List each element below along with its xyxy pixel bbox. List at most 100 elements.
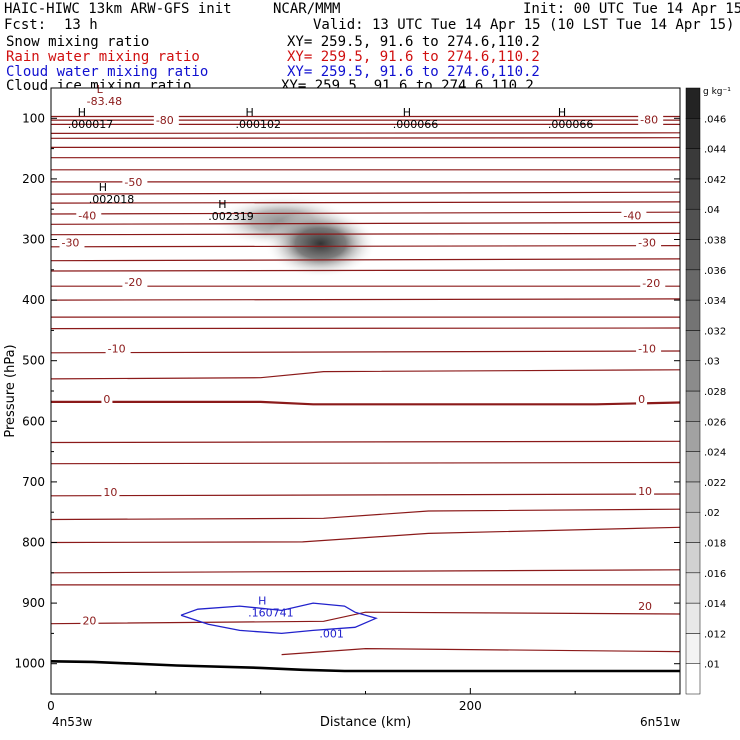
colorbar-swatch (685, 663, 701, 695)
y-tick-label: 900 (22, 596, 45, 610)
cloud-water-contour: .001 (180, 602, 378, 641)
extremum-value: .000066 (393, 118, 439, 131)
extremum-marker: H (99, 181, 107, 194)
contour-label-bg (636, 236, 662, 249)
colorbar-label: .04 (704, 205, 720, 216)
colorbar-label: .014 (704, 599, 726, 610)
contour-label-bg (640, 277, 666, 290)
isotherm-line (51, 137, 680, 139)
colorbar-swatch (685, 390, 701, 422)
field-name-cloud-water: Cloud water mixing ratio (6, 64, 209, 80)
contour-label-bg (122, 175, 148, 188)
field-xy-snow: XY= 259.5, 91.6 to 274.6,110.2 (287, 34, 540, 50)
isotherm-line (51, 258, 680, 262)
extremum-marker: H (558, 106, 566, 119)
extremum-marker: H (218, 198, 226, 211)
colorbar-label: .03 (704, 357, 720, 368)
chart-title: HAIC-HIWC 13km ARW-GFS init (4, 1, 232, 17)
colorbar-label: .018 (704, 539, 726, 550)
colorbar-swatch (685, 602, 701, 634)
contour-label: 0 (638, 393, 645, 406)
plot-background (51, 88, 680, 694)
extremum-value: .160741 (248, 606, 294, 619)
colorbar-label: .038 (704, 236, 726, 247)
contour-label: -50 (124, 176, 142, 189)
colorbar-label: .01 (704, 660, 720, 671)
contour-label: -80 (640, 114, 658, 127)
contour-label: 10 (103, 486, 117, 499)
left-endpoint-label: 4n53w (52, 715, 93, 729)
y-tick-label: 200 (22, 172, 45, 186)
isotherm-line (51, 269, 680, 272)
x-tick-label: 0 (47, 699, 55, 713)
colorbar-swatch (685, 148, 701, 180)
field-name-rain: Rain water mixing ratio (6, 49, 200, 65)
isotherm-line (51, 201, 680, 204)
contour-label-bg (105, 342, 131, 355)
colorbar-swatch (685, 633, 701, 664)
y-tick-label: 600 (22, 414, 45, 428)
colorbar-label: .022 (704, 478, 726, 489)
forecast-value: 13 h (64, 17, 98, 33)
org-label: NCAR/MMM (273, 1, 341, 17)
isotherm-line (51, 526, 680, 544)
contour-label: 0 (103, 393, 110, 406)
colorbar-swatch (685, 208, 701, 240)
colorbar-label: .012 (704, 629, 726, 640)
x-tick-label: 200 (459, 699, 482, 713)
right-endpoint-label: 6n51w (640, 715, 681, 729)
colorbar-swatch (685, 87, 701, 119)
extremum-marker: H (403, 106, 411, 119)
isotherm-line (51, 508, 680, 521)
temperature-contours (51, 115, 680, 656)
y-axis-label: Pressure (hPa) (3, 344, 18, 437)
isotherm-line (51, 611, 680, 625)
contour-label-bg (638, 113, 664, 126)
colorbar-swatch (685, 421, 701, 452)
extremum-marker: H (246, 106, 254, 119)
extremum-value: .000017 (68, 118, 114, 131)
cloud-water-contour-line (180, 602, 378, 635)
y-tick-label: 300 (22, 233, 45, 247)
field-xy-rain: XY= 259.5, 91.6 to 274.6,110.2 (287, 49, 540, 65)
extremum-value: .002319 (208, 210, 254, 223)
colorbar-label: .028 (704, 387, 726, 398)
contour-label-bg (80, 614, 99, 627)
extremum-value: .000102 (236, 118, 281, 131)
colorbar-label: .034 (704, 296, 726, 307)
contour-label: -40 (78, 209, 96, 222)
y-tick-label: 800 (22, 536, 45, 550)
extrema-labels: L-83.48H.000017H.000102H.000066H.000066H… (68, 83, 594, 619)
isotherm-line (51, 132, 680, 134)
isotherm-line (51, 211, 680, 215)
colorbar-label: .016 (704, 569, 726, 580)
contour-label: -20 (124, 276, 142, 289)
contour-label: -10 (638, 343, 656, 356)
extremum-value: .002018 (89, 193, 134, 206)
contour-label: -10 (108, 343, 126, 356)
contour-label-bg (153, 114, 179, 127)
colorbar-label: .02 (704, 508, 720, 519)
isotherm-line (51, 191, 680, 195)
y-tick-label: 400 (22, 293, 45, 307)
field-xy-cloud-water: XY= 259.5, 91.6 to 274.6,110.2 (287, 64, 540, 80)
contour-label-bg (101, 486, 120, 499)
contour-label-bg (621, 209, 647, 222)
field-name-snow: Snow mixing ratio (6, 34, 150, 50)
y-tick-label: 1000 (14, 657, 45, 671)
colorbar-label: .042 (704, 175, 726, 186)
colorbar-label: .032 (704, 326, 726, 337)
colorbar-label: .046 (704, 114, 726, 125)
colorbar-swatch (685, 118, 701, 149)
contour-label-bg (636, 485, 655, 498)
extremum-marker: H (78, 106, 86, 119)
contour-label: -20 (642, 277, 660, 290)
isotherm-line (51, 400, 680, 406)
terrain-line (51, 660, 680, 673)
contour-label: -80 (156, 114, 174, 127)
y-tick-label: 500 (22, 354, 45, 368)
extremum-value: -83.48 (87, 95, 122, 108)
init-time: Init: 00 UTC Tue 14 Apr 15 (523, 1, 740, 17)
extremum-marker: H (258, 594, 266, 607)
